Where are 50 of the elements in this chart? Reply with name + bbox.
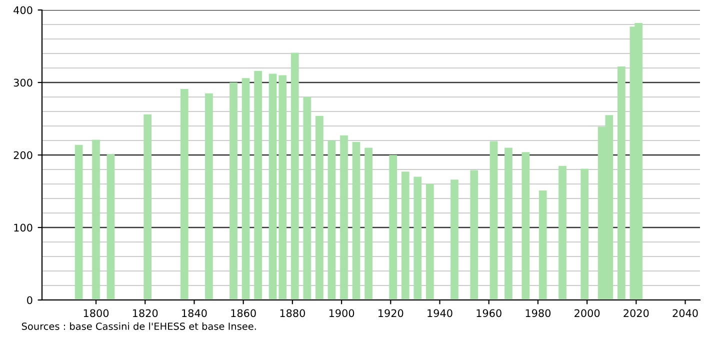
x-tick-label: 2040 [672, 309, 698, 318]
bar [74, 144, 83, 300]
bar [522, 152, 530, 300]
bar [144, 114, 152, 300]
bar [538, 190, 547, 300]
x-tick-label: 2000 [574, 309, 600, 318]
y-tick-label: 0 [27, 296, 32, 304]
bar [401, 172, 410, 300]
x-tick-label: 1980 [526, 309, 551, 318]
y-tick-label: 400 [14, 6, 32, 14]
bar [490, 141, 498, 300]
x-tick-label: 1900 [329, 309, 354, 318]
bar [580, 168, 589, 300]
bar [504, 148, 512, 300]
y-tick-label: 100 [14, 224, 32, 232]
x-tick-label: 1920 [378, 309, 404, 318]
bar [389, 155, 398, 300]
bar [352, 142, 360, 300]
x-tick-label: 1800 [84, 309, 109, 318]
bar [205, 93, 213, 300]
bar [340, 135, 348, 300]
x-tick-label: 1840 [182, 309, 207, 318]
bar [242, 78, 250, 300]
bar [364, 148, 372, 300]
bar [618, 66, 626, 300]
bar [180, 89, 188, 300]
bar [414, 176, 422, 300]
bar [278, 75, 287, 300]
bar [268, 74, 277, 300]
y-tick-label: 300 [14, 78, 32, 87]
x-tick-label: 1940 [428, 309, 452, 318]
bar [558, 166, 566, 300]
bar [426, 184, 434, 300]
bar [303, 97, 312, 300]
source-note: Sources : base Cassini de l'EHESS et base Insee. [22, 322, 256, 330]
bar [328, 140, 336, 300]
bar [290, 52, 299, 300]
x-tick-label: 1860 [231, 309, 256, 318]
x-tick-label: 1820 [133, 309, 158, 318]
bar [254, 70, 262, 300]
bar [230, 82, 238, 300]
bar [450, 180, 458, 300]
bar [92, 140, 100, 300]
x-tick-label: 1880 [280, 309, 305, 318]
bar [470, 170, 478, 300]
x-tick-label: 1960 [476, 309, 502, 318]
y-tick-label: 200 [14, 151, 32, 160]
x-tick-label: 2020 [624, 309, 649, 318]
bar [316, 116, 324, 300]
bar [106, 154, 115, 300]
